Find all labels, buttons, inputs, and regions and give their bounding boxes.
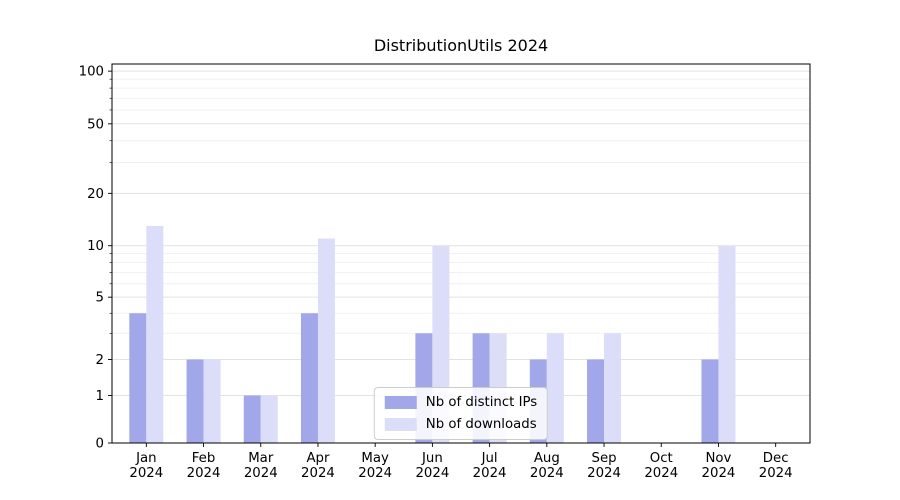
x-tick-label-feb: Feb 2024: [187, 451, 221, 481]
bar-downloads-mar: [260, 395, 278, 443]
y-tick-label: 20: [87, 187, 104, 202]
y-tick-label: 0: [96, 437, 104, 452]
bar-downloads-sep: [604, 333, 622, 443]
y-tick-label: 1: [96, 389, 104, 404]
x-tick-label-may: May 2024: [358, 451, 392, 481]
bar-distinct-ips-mar: [243, 395, 261, 443]
bar-distinct-ips-nov: [701, 359, 719, 443]
bar-distinct-ips-jan: [129, 313, 147, 443]
y-tick-label: 10: [87, 239, 104, 254]
y-tick-label: 2: [96, 353, 104, 368]
legend-item-downloads: Nb of downloads: [384, 417, 537, 432]
chart-title: DistributionUtils 2024: [373, 36, 549, 55]
bar-downloads-aug: [546, 333, 564, 443]
bar-distinct-ips-feb: [186, 359, 204, 443]
legend-swatch-distinct-ips: [384, 396, 417, 409]
x-tick-label-oct: Oct 2024: [644, 451, 678, 481]
x-tick-label-aug: Aug 2024: [530, 451, 564, 481]
x-tick-label-jun: Jun 2024: [415, 451, 449, 481]
legend-swatch-downloads: [384, 418, 417, 431]
x-tick-label-mar: Mar 2024: [244, 451, 278, 481]
bar-downloads-apr: [317, 238, 335, 443]
x-tick-label-jul: Jul 2024: [473, 451, 507, 481]
bar-downloads-jan: [146, 225, 164, 443]
legend-label-distinct-ips: Nb of distinct IPs: [425, 395, 538, 410]
bar-distinct-ips-apr: [300, 313, 318, 443]
bar-downloads-nov: [718, 245, 736, 443]
y-tick-label: 50: [87, 117, 104, 132]
y-tick-label: 5: [96, 291, 104, 306]
bar-distinct-ips-sep: [587, 359, 605, 443]
y-tick-label: 100: [79, 65, 104, 80]
legend: Nb of distinct IPs Nb of downloads: [373, 387, 549, 440]
x-tick-label-sep: Sep 2024: [587, 451, 621, 481]
x-tick-label-dec: Dec 2024: [759, 451, 793, 481]
legend-label-downloads: Nb of downloads: [425, 417, 537, 432]
x-tick-label-jan: Jan 2024: [129, 451, 163, 481]
x-tick-label-nov: Nov 2024: [702, 451, 736, 481]
bar-downloads-feb: [203, 359, 221, 443]
x-tick-label-apr: Apr 2024: [301, 451, 335, 481]
legend-item-distinct-ips: Nb of distinct IPs: [384, 395, 538, 410]
